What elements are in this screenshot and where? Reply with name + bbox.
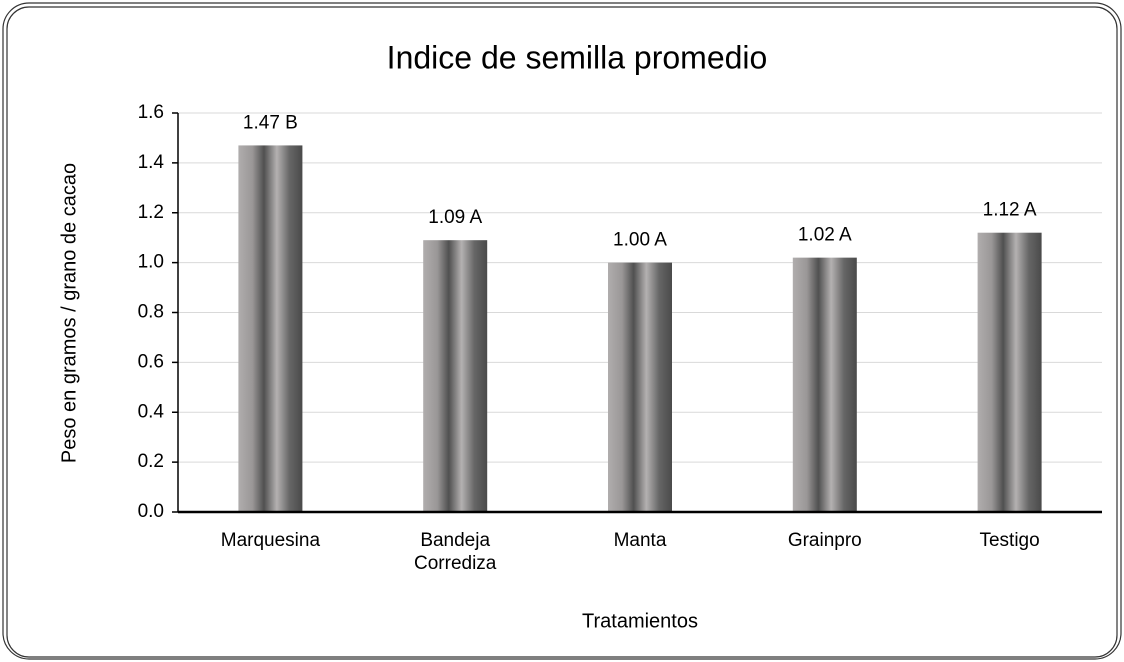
x-tick-label: Marquesina — [220, 530, 321, 551]
y-tick-label: 0.4 — [138, 401, 165, 422]
data-label: 1.09 A — [428, 207, 482, 228]
chart-title: Indice de semilla promedio — [387, 39, 768, 75]
y-tick-label: 1.2 — [138, 202, 164, 223]
data-label: 1.12 A — [983, 200, 1037, 221]
bar — [977, 232, 1042, 512]
x-tick-label: Grainpro — [787, 530, 862, 551]
frame-inner — [6, 6, 1118, 658]
y-tick-label: 0.2 — [138, 451, 164, 472]
bar — [238, 145, 303, 512]
y-tick-label: 1.0 — [138, 252, 164, 273]
bar — [423, 240, 488, 512]
y-tick-label: 0.6 — [138, 351, 164, 372]
y-axis-label: Peso en gramos / grano de cacao — [58, 163, 80, 463]
y-tick-label: 1.4 — [138, 152, 165, 173]
x-axis-label: Tratamientos — [582, 610, 698, 632]
data-label: 1.00 A — [613, 230, 667, 251]
y-tick-label: 1.6 — [138, 102, 164, 123]
data-label: 1.47 B — [243, 112, 298, 133]
y-tick-label: 0.8 — [138, 302, 164, 323]
bar — [608, 262, 672, 512]
x-tick-label: Manta — [613, 530, 667, 551]
x-tick-label: Bandeja Corrediza — [414, 530, 497, 574]
bar — [792, 257, 857, 512]
y-tick-label: 0.0 — [138, 501, 164, 522]
x-tick-label: Testigo — [979, 530, 1040, 551]
data-label: 1.02 A — [798, 225, 852, 246]
